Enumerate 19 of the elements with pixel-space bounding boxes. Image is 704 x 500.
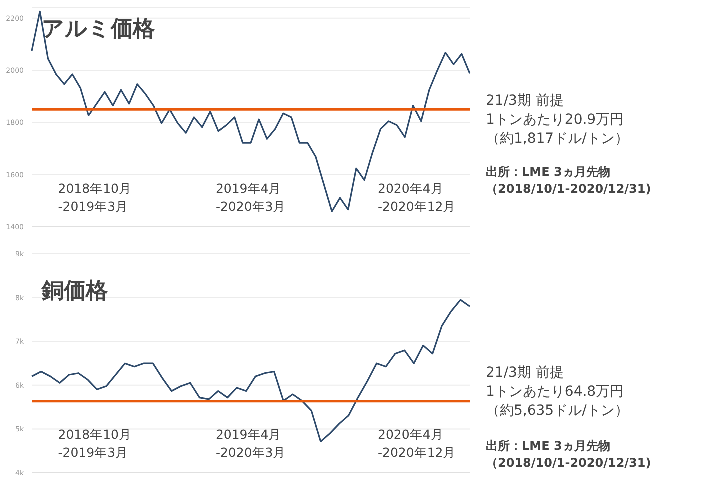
- annotation: 2018年10月 -2019年3月: [58, 180, 132, 216]
- text: （2018/10/1-2020/12/31): [486, 181, 652, 198]
- text: 出所：LME 3ヵ月先物: [486, 164, 610, 181]
- annotation: 2018年10月 -2019年3月: [58, 426, 132, 462]
- text: 銅価格: [42, 278, 108, 306]
- text: （約5,635ドル/トン）: [486, 402, 629, 421]
- text: 出所：LME 3ヵ月先物: [486, 438, 610, 455]
- line-series: [31, 10, 471, 212]
- text: （2018/10/1-2020/12/31): [486, 455, 652, 472]
- annotation: 2020年4月 -2020年12月: [378, 426, 456, 462]
- text: 1トンあたり20.9万円: [486, 111, 624, 130]
- text: 21/3期 前提: [486, 364, 564, 383]
- annotation: 2019年4月 -2020年3月: [216, 426, 286, 462]
- chart-title: アルミ価格: [42, 16, 155, 44]
- text: （約1,817ドル/トン）: [486, 130, 629, 149]
- text: 21/3期 前提: [486, 92, 564, 111]
- text: 1トンあたり64.8万円: [486, 383, 624, 402]
- annotation: 2019年4月 -2020年3月: [216, 180, 286, 216]
- annotation: 2020年4月 -2020年12月: [378, 180, 456, 216]
